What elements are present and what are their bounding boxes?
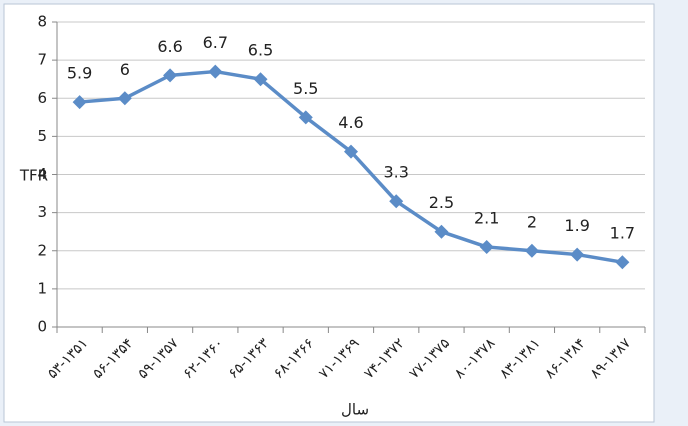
y-tick-label: 6: [37, 89, 47, 107]
data-label: 6.6: [157, 37, 182, 56]
data-label: 6.5: [248, 41, 273, 60]
y-tick-label: 0: [37, 318, 47, 336]
y-tick-label: 8: [37, 13, 47, 31]
marker: [163, 68, 178, 83]
data-label: 2.5: [429, 193, 454, 212]
marker: [389, 194, 404, 209]
data-label: 2: [527, 212, 537, 231]
marker: [117, 91, 132, 106]
marker: [298, 110, 313, 125]
marker: [434, 224, 449, 239]
data-label: 1.7: [610, 224, 635, 243]
data-label: 3.3: [384, 163, 409, 182]
y-tick-label: 3: [37, 203, 47, 221]
marker: [570, 247, 585, 262]
y-tick-label: 1: [37, 279, 47, 297]
data-label: 4.6: [338, 113, 363, 132]
data-label: 5.5: [293, 79, 318, 98]
data-label: 6: [120, 60, 130, 79]
marker: [344, 144, 358, 159]
marker: [524, 243, 539, 258]
data-label: 2.1: [474, 208, 499, 227]
marker: [208, 64, 223, 79]
y-tick-label: 5: [37, 127, 47, 145]
y-tick-label: 2: [37, 241, 47, 259]
marker: [615, 255, 630, 270]
data-label: 5.9: [67, 64, 92, 83]
marker: [253, 72, 268, 87]
y-tick-label: 7: [37, 51, 47, 69]
marker: [72, 95, 87, 110]
data-label: 1.9: [564, 216, 589, 235]
marker: [479, 239, 494, 254]
y-axis-label: TFR: [19, 167, 48, 185]
y-tick-label: 4: [37, 165, 47, 183]
data-label: 6.7: [203, 33, 228, 52]
x-axis-label: سال: [341, 401, 369, 419]
